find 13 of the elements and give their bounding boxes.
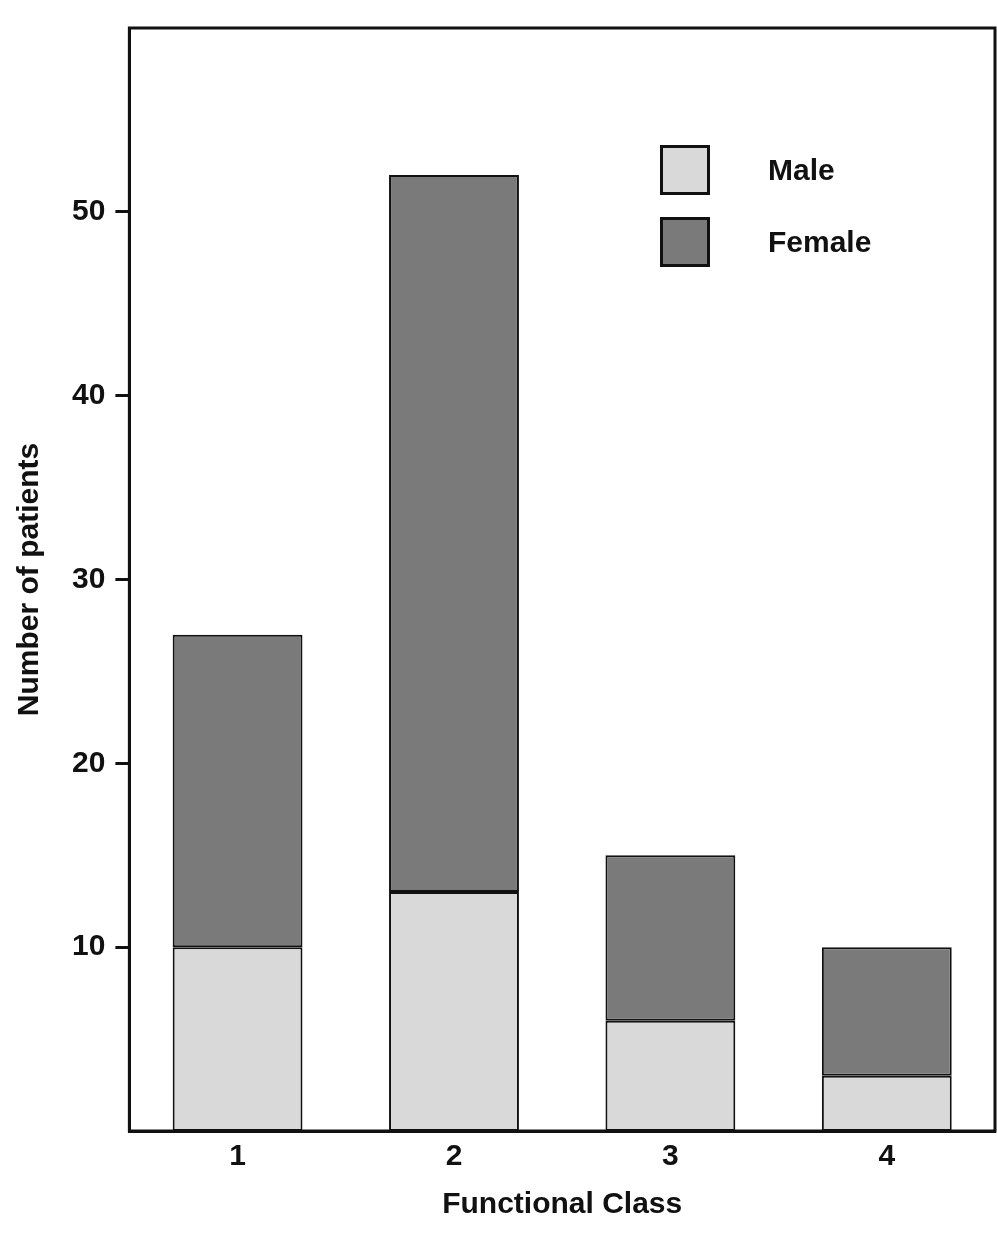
y-tick-label: 10 [71,928,106,962]
y-tick-label: 40 [71,376,106,410]
legend-label: Male [768,153,835,187]
x-tick-label: 1 [229,1138,246,1172]
y-axis-title: Number of patients [11,442,45,717]
y-tick-label: 20 [71,744,106,778]
x-tick-label: 4 [878,1138,896,1172]
legend-label: Female [768,225,872,259]
y-tick-label: 30 [71,560,106,594]
x-tick-label: 2 [445,1138,463,1172]
y-tick-label: 50 [71,193,106,227]
x-tick-label: 3 [662,1138,679,1172]
x-axis-title: Functional Class [442,1186,683,1220]
